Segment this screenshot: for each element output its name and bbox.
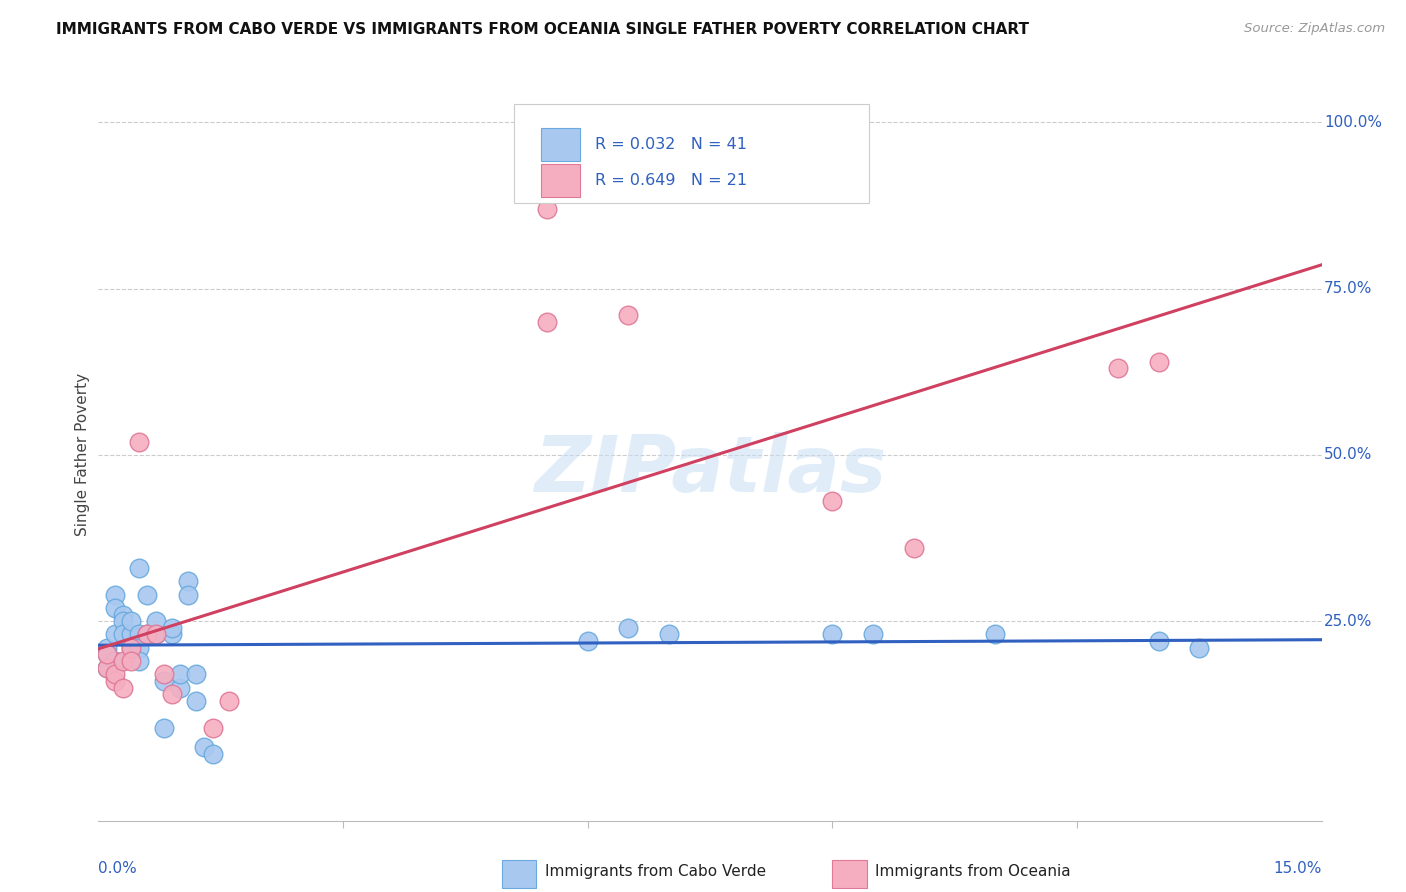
Text: Source: ZipAtlas.com: Source: ZipAtlas.com bbox=[1244, 22, 1385, 36]
Point bbox=[536, 202, 558, 216]
Point bbox=[128, 640, 150, 655]
Point bbox=[186, 667, 208, 681]
Point bbox=[821, 494, 844, 508]
Point bbox=[1107, 361, 1129, 376]
Point bbox=[96, 648, 118, 662]
Point bbox=[96, 661, 118, 675]
Point bbox=[128, 654, 150, 668]
Point bbox=[111, 614, 134, 628]
Point bbox=[128, 434, 150, 449]
Point bbox=[136, 627, 159, 641]
Point bbox=[111, 654, 134, 668]
Point bbox=[169, 667, 191, 681]
Point bbox=[136, 588, 159, 602]
Point bbox=[96, 661, 118, 675]
FancyBboxPatch shape bbox=[541, 128, 581, 161]
Point bbox=[160, 687, 183, 701]
Point bbox=[218, 694, 240, 708]
Point bbox=[160, 627, 183, 641]
Text: ZIPatlas: ZIPatlas bbox=[534, 432, 886, 508]
Point bbox=[1147, 634, 1170, 648]
Point bbox=[145, 627, 167, 641]
Point bbox=[104, 588, 127, 602]
Point bbox=[96, 648, 118, 662]
Point bbox=[111, 627, 134, 641]
Text: 75.0%: 75.0% bbox=[1324, 281, 1372, 296]
Point bbox=[177, 588, 200, 602]
Point bbox=[617, 308, 640, 322]
Point bbox=[193, 740, 215, 755]
Point bbox=[169, 681, 191, 695]
Point bbox=[104, 627, 127, 641]
Point bbox=[821, 627, 844, 641]
Point bbox=[152, 667, 174, 681]
Point bbox=[536, 315, 558, 329]
FancyBboxPatch shape bbox=[502, 860, 536, 888]
Point bbox=[152, 721, 174, 735]
Point bbox=[120, 614, 142, 628]
Point bbox=[120, 640, 142, 655]
Point bbox=[145, 614, 167, 628]
Point bbox=[104, 667, 127, 681]
Text: 100.0%: 100.0% bbox=[1324, 115, 1382, 130]
Point bbox=[145, 627, 167, 641]
Point bbox=[1188, 640, 1211, 655]
Text: R = 0.649   N = 21: R = 0.649 N = 21 bbox=[595, 173, 747, 188]
Point bbox=[111, 607, 134, 622]
FancyBboxPatch shape bbox=[832, 860, 866, 888]
Point bbox=[984, 627, 1007, 641]
Text: R = 0.032   N = 41: R = 0.032 N = 41 bbox=[595, 136, 747, 152]
Point bbox=[152, 673, 174, 688]
Point bbox=[617, 621, 640, 635]
Point bbox=[658, 627, 681, 641]
Point bbox=[177, 574, 200, 589]
Point bbox=[201, 721, 224, 735]
Point bbox=[903, 541, 925, 555]
Point bbox=[136, 627, 159, 641]
Point bbox=[128, 561, 150, 575]
FancyBboxPatch shape bbox=[541, 164, 581, 197]
FancyBboxPatch shape bbox=[515, 103, 869, 202]
Point bbox=[104, 673, 127, 688]
Point bbox=[120, 627, 142, 641]
Point bbox=[111, 681, 134, 695]
Text: 50.0%: 50.0% bbox=[1324, 448, 1372, 462]
Point bbox=[120, 640, 142, 655]
Y-axis label: Single Father Poverty: Single Father Poverty bbox=[75, 374, 90, 536]
Point bbox=[862, 627, 884, 641]
Point bbox=[104, 600, 127, 615]
Point bbox=[120, 654, 142, 668]
Text: IMMIGRANTS FROM CABO VERDE VS IMMIGRANTS FROM OCEANIA SINGLE FATHER POVERTY CORR: IMMIGRANTS FROM CABO VERDE VS IMMIGRANTS… bbox=[56, 22, 1029, 37]
Text: Immigrants from Cabo Verde: Immigrants from Cabo Verde bbox=[546, 864, 766, 880]
Text: 15.0%: 15.0% bbox=[1274, 861, 1322, 876]
Text: Immigrants from Oceania: Immigrants from Oceania bbox=[875, 864, 1071, 880]
Point bbox=[201, 747, 224, 761]
Text: 0.0%: 0.0% bbox=[98, 861, 138, 876]
Point bbox=[104, 654, 127, 668]
Text: 25.0%: 25.0% bbox=[1324, 614, 1372, 629]
Point bbox=[96, 640, 118, 655]
Point bbox=[160, 621, 183, 635]
Point bbox=[1147, 355, 1170, 369]
Point bbox=[186, 694, 208, 708]
Point bbox=[128, 627, 150, 641]
Point bbox=[576, 634, 599, 648]
